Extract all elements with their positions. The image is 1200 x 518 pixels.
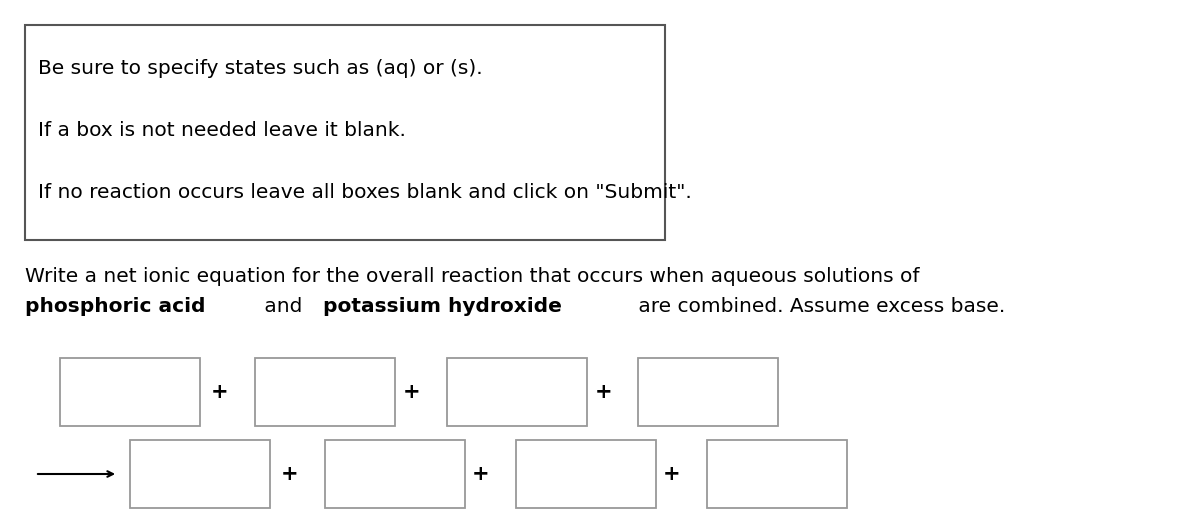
Bar xyxy=(130,440,270,508)
Text: +: + xyxy=(472,464,490,484)
Text: +: + xyxy=(664,464,680,484)
Text: and: and xyxy=(258,297,308,316)
Bar xyxy=(516,440,656,508)
Bar xyxy=(707,440,847,508)
Bar xyxy=(325,440,466,508)
Text: If a box is not needed leave it blank.: If a box is not needed leave it blank. xyxy=(38,121,406,139)
Bar xyxy=(60,358,200,426)
Text: Write a net ionic equation for the overall reaction that occurs when aqueous sol: Write a net ionic equation for the overa… xyxy=(25,267,919,286)
Text: are combined. Assume excess base.: are combined. Assume excess base. xyxy=(631,297,1004,316)
Bar xyxy=(638,358,778,426)
Text: +: + xyxy=(595,382,613,402)
Bar xyxy=(25,25,665,240)
Text: If no reaction occurs leave all boxes blank and click on "Submit".: If no reaction occurs leave all boxes bl… xyxy=(38,182,691,202)
Bar xyxy=(446,358,587,426)
Text: potassium hydroxide: potassium hydroxide xyxy=(323,297,563,316)
Text: +: + xyxy=(211,382,229,402)
Bar xyxy=(256,358,395,426)
Text: phosphoric acid: phosphoric acid xyxy=(25,297,205,316)
Text: Be sure to specify states such as (aq) or (s).: Be sure to specify states such as (aq) o… xyxy=(38,59,482,78)
Text: +: + xyxy=(281,464,299,484)
Text: +: + xyxy=(403,382,421,402)
